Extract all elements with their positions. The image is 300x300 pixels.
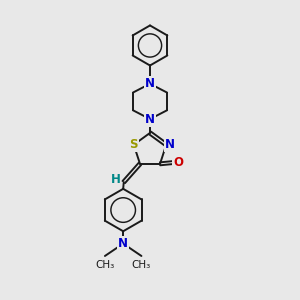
Text: N: N (145, 77, 155, 90)
Text: S: S (130, 138, 138, 151)
Text: N: N (118, 237, 128, 250)
Text: CH₃: CH₃ (95, 260, 115, 269)
Text: N: N (145, 112, 155, 126)
Text: CH₃: CH₃ (132, 260, 151, 269)
Text: N: N (165, 138, 175, 151)
Text: O: O (173, 156, 183, 169)
Text: H: H (111, 173, 121, 186)
